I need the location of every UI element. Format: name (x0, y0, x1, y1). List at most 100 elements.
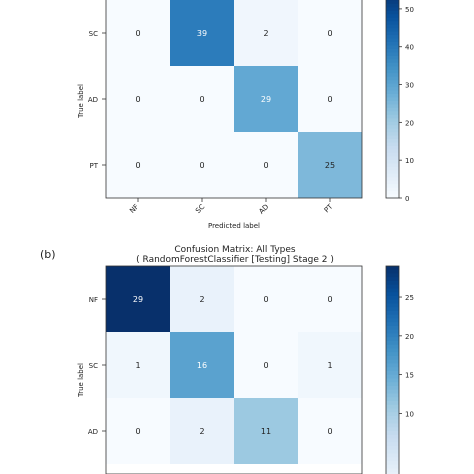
confusion-matrix-panel-b: (b) Confusion Matrix: All Types ( Random… (40, 245, 414, 474)
colorbar-segment (386, 427, 399, 432)
colorbar-segment (386, 104, 399, 109)
colorbar-segment (386, 284, 399, 290)
ylabel-a: True label (77, 84, 85, 119)
colorbar-segment (386, 322, 399, 327)
colorbar-segment (386, 139, 399, 144)
colorbar-segment (386, 66, 399, 71)
colorbar-segment (386, 314, 399, 320)
colorbar-segment (386, 28, 399, 33)
colorbar-segment (386, 97, 399, 102)
colorbar-segment (386, 42, 399, 47)
colorbar-tick-label: 30 (405, 82, 414, 90)
colorbar-segment (386, 180, 399, 185)
colorbar-segment (386, 269, 399, 275)
colorbar-segment (386, 59, 399, 64)
heatmap-cell (298, 332, 362, 398)
colorbar-segment (386, 7, 399, 12)
heatmap-cell (170, 398, 234, 464)
colorbar-segment (386, 299, 399, 305)
colorbar-segment (386, 419, 399, 425)
heatmap-cell (234, 332, 298, 398)
colorbar-segment (386, 152, 399, 157)
colorbar-tick-label: 10 (405, 410, 414, 418)
colorbar-segment (386, 80, 399, 85)
heatmap-cell (298, 132, 362, 198)
cell-value-label: 25 (325, 161, 335, 170)
y-tick-label: SC (89, 30, 98, 38)
colorbar-segment (386, 14, 399, 19)
colorbar-segment (386, 416, 399, 421)
colorbar-segment (386, 62, 399, 67)
colorbar-segment (386, 408, 399, 413)
colorbar-tick-label: 50 (405, 6, 414, 14)
colorbar-segment (386, 356, 399, 361)
colorbar-segment (386, 472, 399, 474)
colorbar-segment (386, 378, 399, 383)
cell-value-label: 2 (199, 427, 204, 436)
colorbar-segment (386, 367, 399, 372)
colorbar-segment (386, 266, 399, 271)
colorbar-segment (386, 382, 399, 387)
colorbar-segment (386, 125, 399, 130)
panel-label-b: (b) (40, 248, 56, 261)
colorbar-segment (386, 114, 399, 119)
colorbar-segment (386, 337, 399, 342)
colorbar-tick-label: 0 (405, 195, 409, 203)
xtick-a-sc: SC (194, 203, 206, 215)
colorbar-segment (386, 434, 399, 440)
colorbar-segment (386, 438, 399, 443)
cell-value-label: 0 (327, 95, 332, 104)
heatmap-cell (106, 132, 170, 198)
heatmap-cell (234, 0, 298, 66)
colorbar-segment (386, 45, 399, 50)
y-tick-label: PT (90, 162, 99, 170)
cell-value-label: 0 (327, 427, 332, 436)
heatmap-cell (170, 266, 234, 332)
colorbar-segment (386, 191, 399, 196)
colorbar-segment (386, 163, 399, 168)
colorbar-segment (386, 17, 399, 22)
colorbar-segment (386, 135, 399, 140)
colorbar-segment (386, 273, 399, 278)
colorbar-tick-label: 20 (405, 119, 414, 127)
cell-value-label: 0 (327, 29, 332, 38)
y-tick-label: NF (89, 296, 98, 304)
colorbar-segment (386, 292, 399, 297)
colorbar-segment (386, 10, 399, 15)
colorbar-segment (386, 329, 399, 335)
cell-value-label: 1 (135, 361, 140, 370)
heatmap-cell (106, 66, 170, 132)
colorbar-segment (386, 277, 399, 282)
colorbar-segment (386, 281, 399, 286)
cell-value-label: 29 (261, 95, 271, 104)
colorbar-frame (385, 0, 400, 199)
colorbar-segment (386, 352, 399, 357)
y-tick-label: AD (88, 96, 98, 104)
cell-value-label: 0 (263, 161, 268, 170)
colorbar-segment (386, 31, 399, 36)
colorbar-segment (386, 453, 399, 458)
colorbar-segment (386, 38, 399, 43)
colorbar-segment (386, 446, 399, 451)
colorbar-segment (386, 24, 399, 29)
heatmap-cell (106, 332, 170, 398)
cell-value-label: 2 (199, 295, 204, 304)
heatmap-cell (106, 0, 170, 66)
heatmap-cell (234, 132, 298, 198)
colorbar-segment (386, 94, 399, 99)
colorbar-segment (386, 184, 399, 189)
ylabel-b: True label (77, 363, 85, 398)
heatmap-cell (298, 66, 362, 132)
colorbar-segment (386, 341, 399, 346)
colorbar-segment (386, 48, 399, 53)
colorbar-segment (386, 461, 399, 466)
colorbar-segment (386, 166, 399, 171)
colorbar-segment (386, 3, 399, 8)
cell-value-label: 0 (263, 361, 268, 370)
colorbar-segment (386, 389, 399, 395)
colorbar-segment (386, 468, 399, 473)
heatmap-cell (234, 398, 298, 464)
colorbar-tick-label: 20 (405, 333, 414, 341)
colorbar-segment (386, 371, 399, 376)
